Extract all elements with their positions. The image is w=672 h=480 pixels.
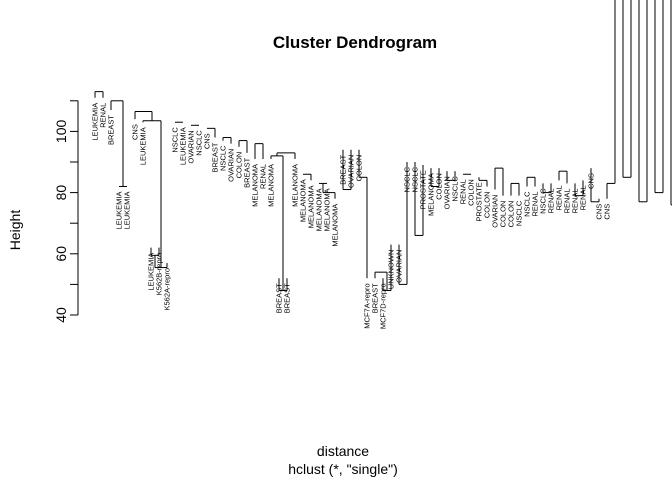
leaf-label: LEUKEMIA — [179, 127, 188, 165]
leaf-label: MELANOMA — [251, 164, 260, 207]
y-tick-label: 80 — [53, 185, 69, 201]
leaf-label: CNS — [603, 204, 612, 220]
leaf-label: NSCLC — [411, 166, 420, 192]
leaf-label: NSCLC — [451, 176, 460, 202]
leaf-label: BREAST — [107, 115, 116, 145]
y-tick-label: 100 — [53, 120, 69, 144]
leaf-label: LEUKEMIA — [139, 127, 148, 165]
leaf-label: MELANOMA — [331, 204, 340, 247]
chart-title: Cluster Dendrogram — [273, 33, 437, 52]
leaf-label: MELANOMA — [315, 188, 324, 231]
leaf-label: LEUKEMIA — [91, 103, 100, 141]
leaf-label: CNS — [595, 204, 604, 220]
leaf-label: LEUKEMIA — [147, 253, 156, 291]
leaf-label: COLON — [507, 201, 516, 228]
leaf-label: K562B-repro — [155, 253, 164, 296]
leaf-label: RENAL — [555, 185, 564, 210]
leaf-label: COLON — [499, 201, 508, 228]
leaf-label: OVARIAN — [491, 195, 500, 228]
leaf-label: MELANOMA — [427, 173, 436, 216]
y-tick-label: 60 — [53, 246, 69, 262]
x-axis-title: distance — [317, 443, 369, 459]
leaf-label: MELANOMA — [267, 164, 276, 207]
leaf-label: RENAL — [579, 185, 588, 210]
leaf-label: RENAL — [259, 164, 268, 189]
leaf-label: BREAST — [211, 142, 220, 172]
x-axis-subtitle: hclust (*, "single") — [288, 461, 398, 477]
leaf-label: OVARIAN — [395, 250, 404, 283]
leaf-label: COLON — [483, 191, 492, 218]
leaf-label: BREAST — [371, 283, 380, 313]
y-axis: 40 60 80 100 — [53, 100, 79, 323]
leaf-label: COLON — [467, 179, 476, 206]
leaf-label: NSCLC — [219, 145, 228, 171]
leaf-label: NSCLC — [403, 166, 412, 192]
leaf-label: MELANOMA — [323, 188, 332, 231]
dendrogram-branches — [94, 0, 672, 292]
leaf-label: NSCLC — [195, 130, 204, 156]
leaf-label: NSCLC — [171, 127, 180, 153]
leaf-label: NSCLC — [523, 191, 532, 217]
leaf-label: COLON — [435, 173, 444, 200]
leaf-label: OVARIAN — [187, 130, 196, 163]
leaf-label: COLON — [355, 155, 364, 182]
leaf-label: CNS — [587, 173, 596, 189]
leaf-label: OVARIAN — [443, 176, 452, 209]
leaf-label: BREAST — [275, 283, 284, 313]
y-tick-label: 40 — [53, 307, 69, 323]
leaf-label: BREAST — [283, 283, 292, 313]
leaf-label: UNKNOWN — [387, 250, 396, 290]
leaf-label: CNS — [131, 124, 140, 140]
leaf-label: OVARIAN — [227, 149, 236, 182]
leaf-label: BREAST — [339, 154, 348, 184]
leaf-label: K562A-repro — [163, 268, 172, 311]
leaf-label: MELANOMA — [291, 164, 300, 207]
leaf-label: OVARIAN — [347, 155, 356, 188]
leaf-label: RENAL — [563, 188, 572, 213]
leaf-label: MELANOMA — [299, 179, 308, 222]
y-axis-title: Height — [7, 210, 23, 251]
leaf-label: RENAL — [547, 188, 556, 213]
leaf-label: LEUKEMIA — [123, 191, 132, 229]
leaf-label: MCF7D-repro — [379, 283, 388, 329]
leaf-label: LEUKEMIA — [115, 191, 124, 229]
leaf-label: COLON — [235, 152, 244, 179]
leaf-label: RENAL — [459, 179, 468, 204]
leaf-label: MCF7A-repro — [363, 283, 372, 328]
leaf-label: RENAL — [571, 188, 580, 213]
leaf-label: RENAL — [99, 103, 108, 128]
leaf-label: BREAST — [243, 157, 252, 187]
leaf-label: NSCLC — [515, 200, 524, 226]
leaf-label: PROSTATE — [475, 182, 484, 221]
leaf-label: MELANOMA — [307, 185, 316, 228]
leaf-label: PROSTATE — [419, 170, 428, 209]
leaf-label: CNS — [203, 133, 212, 149]
leaf-label: RENAL — [531, 191, 540, 216]
leaf-label: NSCLC — [539, 188, 548, 214]
